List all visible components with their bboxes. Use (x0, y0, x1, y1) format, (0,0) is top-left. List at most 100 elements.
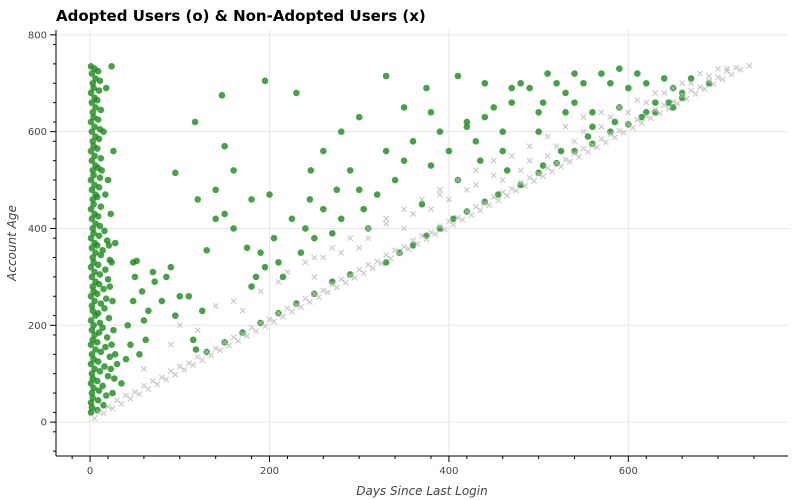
circle-point (481, 113, 489, 121)
y-tick-label: 400 (28, 224, 47, 235)
x-point (360, 269, 367, 277)
x-point (611, 134, 618, 141)
x-point (553, 143, 560, 150)
circle-point (106, 353, 114, 361)
circle-point (279, 273, 287, 281)
x-point (652, 89, 659, 96)
circle-point (221, 210, 228, 218)
x-tick-label: 200 (260, 466, 279, 477)
x-point (450, 221, 457, 228)
circle-point (481, 198, 489, 206)
circle-point (665, 99, 672, 106)
circle-point (642, 79, 650, 87)
x-point (185, 360, 192, 367)
circle-point (400, 104, 408, 111)
x-point (679, 92, 686, 99)
x-point (697, 84, 704, 91)
circle-point (99, 246, 106, 254)
circle-point (104, 176, 112, 184)
x-point (418, 232, 426, 239)
circle-point (110, 326, 117, 334)
x-point (410, 210, 417, 217)
x-point (423, 236, 430, 243)
x-point (356, 244, 363, 251)
circle-point (94, 213, 102, 220)
x-point (427, 229, 434, 236)
circle-point (97, 203, 105, 210)
x-point (544, 152, 551, 159)
x-point (401, 243, 408, 250)
x-point (239, 307, 246, 314)
circle-point (450, 215, 457, 223)
x-point (463, 186, 470, 193)
circle-point (95, 329, 103, 336)
circle-point (705, 79, 713, 87)
x-point (320, 287, 327, 294)
x-point (535, 171, 542, 178)
circle-point (598, 70, 605, 77)
x-point (643, 99, 650, 106)
circle-point (427, 108, 435, 116)
circle-point (89, 108, 97, 116)
x-point (454, 177, 461, 184)
circle-point (89, 138, 97, 145)
x-point (91, 415, 98, 422)
circle-point (129, 259, 137, 266)
circle-point (651, 108, 659, 116)
circle-point (94, 309, 102, 317)
x-point (140, 382, 147, 389)
x-point (580, 128, 587, 135)
x-point (719, 76, 726, 83)
circle-point (96, 77, 104, 85)
circle-point (102, 295, 110, 302)
x-point (342, 279, 349, 286)
x-point (217, 347, 224, 354)
x-point (706, 77, 713, 84)
circle-point (105, 242, 113, 249)
circle-point (307, 167, 315, 174)
circle-point (463, 123, 471, 131)
y-axis-label: Account Age (5, 205, 19, 282)
circle-point (111, 351, 119, 358)
x-point (616, 104, 623, 111)
circle-point (99, 324, 106, 332)
x-point (324, 289, 331, 296)
circle-point (494, 191, 502, 198)
x-point (517, 167, 524, 174)
x-point (396, 250, 403, 257)
circle-point (454, 72, 462, 80)
x-point (652, 106, 659, 113)
x-point (468, 211, 475, 218)
circle-point (89, 254, 97, 261)
circle-point (499, 128, 507, 135)
circle-point (203, 246, 211, 254)
circle-point (297, 249, 305, 256)
circle-point (124, 321, 132, 329)
circle-point (89, 283, 97, 290)
x-point (374, 258, 381, 265)
circle-point (423, 84, 430, 92)
x-point (593, 144, 600, 151)
circle-point (311, 234, 318, 242)
circle-point (97, 154, 105, 162)
circle-point (539, 162, 547, 169)
x-point (136, 391, 143, 398)
x-point (459, 216, 466, 223)
circle-point (651, 99, 659, 106)
x-point (728, 71, 735, 78)
circle-point (490, 104, 498, 111)
x-point (230, 334, 237, 341)
x-point (732, 64, 739, 71)
x-point (100, 410, 107, 417)
circle-point (87, 147, 95, 155)
circle-point (92, 346, 99, 353)
circle-point (93, 377, 101, 385)
circle-point (275, 259, 282, 266)
circle-point (149, 268, 157, 276)
x-point (629, 124, 636, 131)
circle-point (90, 321, 97, 329)
x-point (508, 185, 515, 192)
circle-point (261, 263, 269, 271)
circle-point (129, 297, 137, 305)
